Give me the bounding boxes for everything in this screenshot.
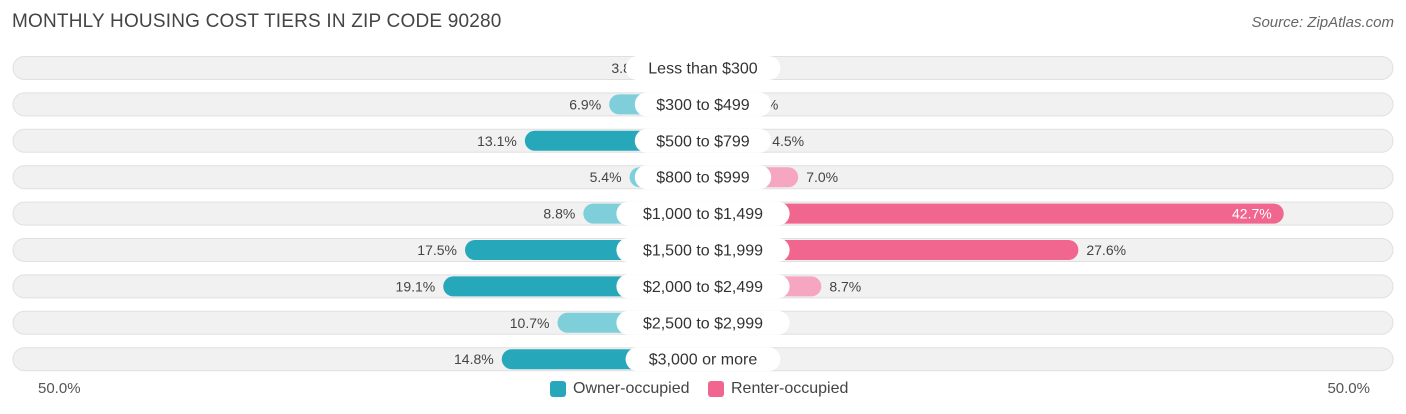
category-pill — [616, 274, 790, 299]
category-pill — [625, 56, 781, 80]
owner-value-label: 6.9% — [569, 96, 601, 112]
legend-owner: Owner-occupied — [550, 380, 690, 398]
renter-value-label: 27.6% — [1086, 242, 1126, 258]
category-label: $1,500 to $1,999 — [643, 243, 763, 260]
owner-value-label: 19.1% — [396, 278, 436, 294]
legend-owner-label: Owner-occupied — [573, 380, 690, 397]
category-pill — [634, 128, 772, 153]
axis-left-label: 50.0% — [38, 380, 81, 397]
owner-value-label: 14.8% — [454, 351, 494, 367]
legend-renter: Renter-occupied — [708, 380, 848, 398]
renter-value-label: 4.5% — [772, 133, 804, 149]
legend-renter-label: Renter-occupied — [731, 380, 849, 397]
owner-value-label: 8.8% — [543, 206, 575, 222]
renter-bar — [691, 203, 1284, 224]
category-pill — [616, 201, 790, 226]
legend-renter-swatch — [708, 381, 724, 397]
category-pill — [634, 165, 772, 190]
category-label: $2,500 to $2,999 — [643, 315, 763, 332]
chart-title: MONTHLY HOUSING COST TIERS IN ZIP CODE 9… — [12, 11, 502, 32]
axis-right-label: 50.0% — [1327, 380, 1370, 397]
source-label: Source: ZipAtlas.com — [1251, 14, 1394, 31]
category-label: $800 to $999 — [656, 170, 750, 187]
category-label: $2,000 to $2,499 — [643, 279, 763, 296]
category-pill — [634, 92, 772, 117]
owner-value-label: 10.7% — [510, 315, 550, 331]
owner-value-label: 17.5% — [417, 242, 457, 258]
owner-value-label: 5.4% — [590, 169, 622, 185]
owner-value-label: 13.1% — [477, 133, 517, 149]
renter-value-label: 42.7% — [1232, 206, 1272, 222]
category-pill — [616, 310, 790, 335]
category-label: $1,000 to $1,499 — [643, 206, 763, 223]
category-pill — [616, 238, 790, 262]
renter-value-label: 7.0% — [806, 169, 838, 185]
renter-value-label: 8.7% — [829, 278, 861, 294]
legend-owner-swatch — [550, 381, 566, 397]
category-label: $500 to $799 — [656, 133, 750, 150]
category-label: $3,000 or more — [649, 352, 758, 369]
category-label: $300 to $499 — [656, 97, 750, 114]
category-label: Less than $300 — [648, 61, 758, 78]
category-pill — [625, 347, 781, 372]
